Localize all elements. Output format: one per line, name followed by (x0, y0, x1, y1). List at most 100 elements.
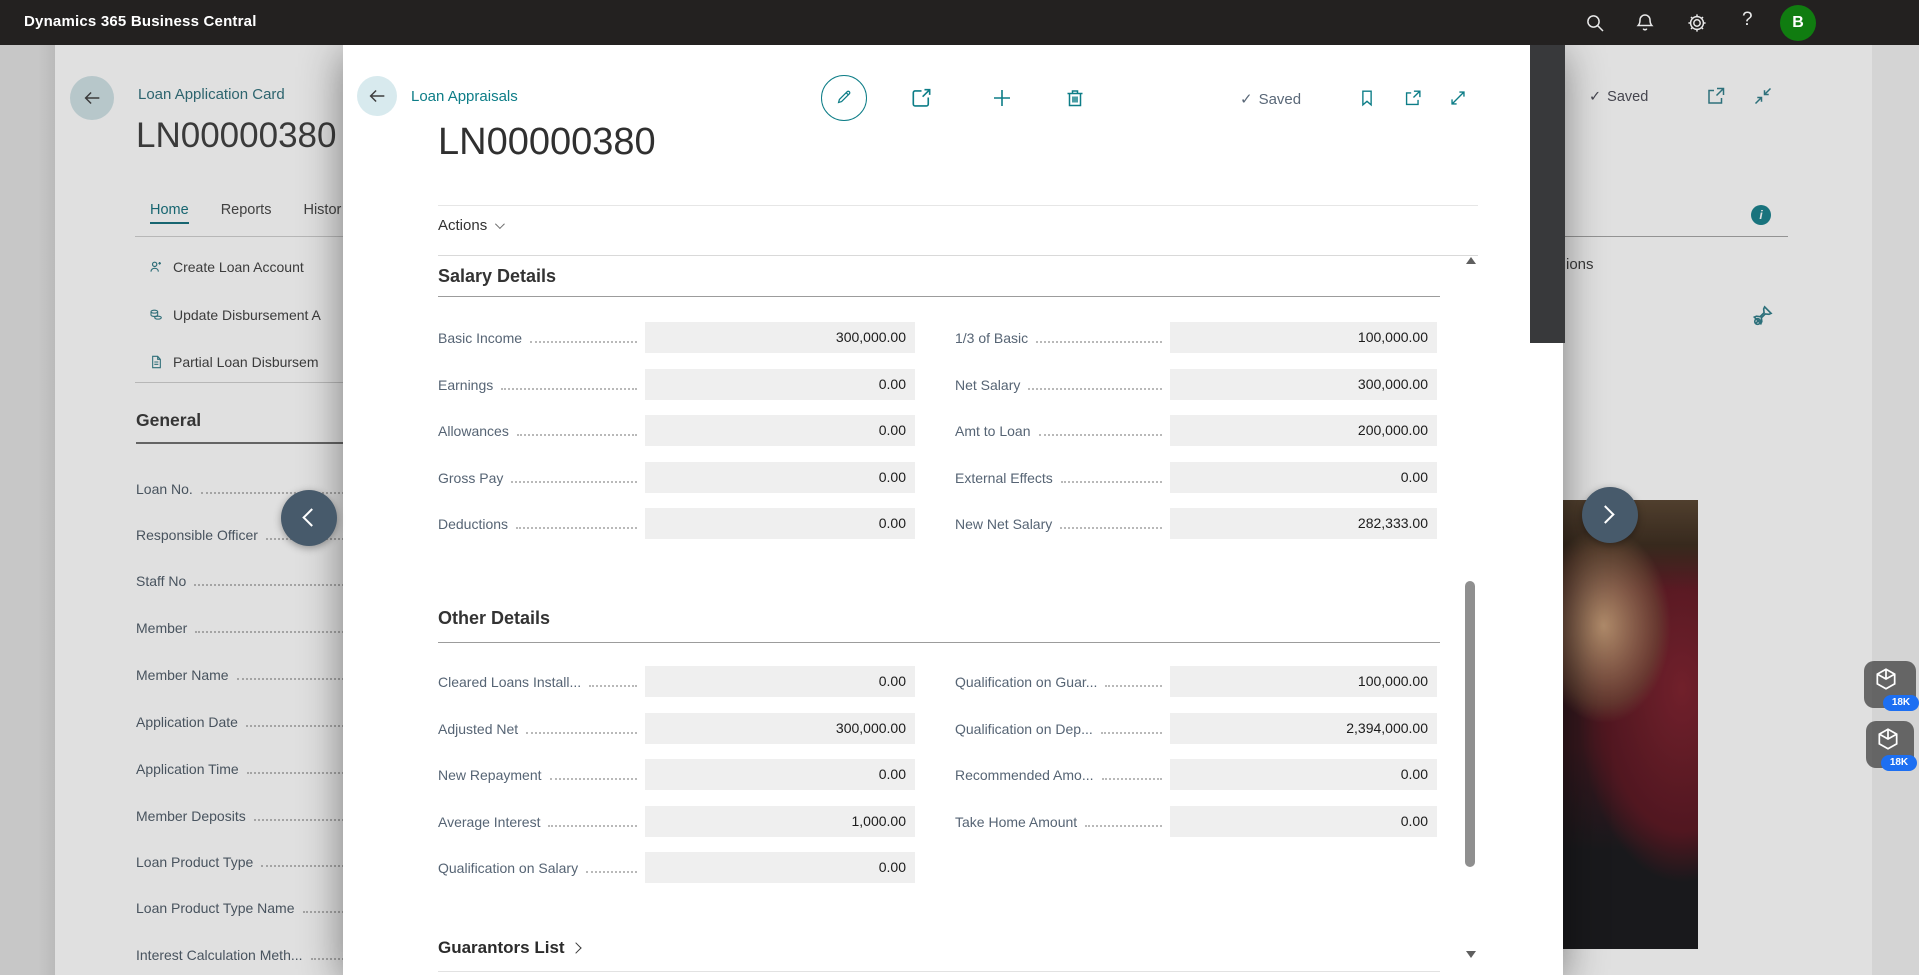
delete-trash-icon[interactable] (1063, 86, 1087, 115)
open-in-window-icon[interactable] (1402, 87, 1424, 114)
field-value[interactable]: 2,394,000.00 (1170, 713, 1437, 744)
tab-history[interactable]: Histor (303, 202, 342, 218)
divider (438, 971, 1440, 972)
menu-item-label: Partial Loan Disbursem (173, 354, 319, 370)
notifications-bell-icon[interactable] (1633, 11, 1657, 35)
menu-item-label: Update Disbursement A (173, 307, 321, 323)
share-icon[interactable] (908, 85, 934, 116)
next-record-button[interactable] (1582, 487, 1638, 543)
page-left-margin (0, 45, 55, 975)
section-title-salary-details[interactable]: Salary Details (438, 266, 557, 286)
field-row: Average Interest 1,000.00 (438, 806, 915, 837)
user-avatar[interactable]: B (1780, 5, 1816, 41)
scroll-down-arrow[interactable] (1466, 951, 1476, 958)
field-value[interactable]: 1,000.00 (645, 806, 915, 837)
tab-reports[interactable]: Reports (220, 202, 272, 218)
pin-icon[interactable] (1750, 302, 1776, 333)
field-row: Loan Product Type (136, 847, 416, 877)
field-value[interactable]: 200,000.00 (1170, 415, 1437, 446)
help-icon[interactable]: ? (1742, 9, 1753, 30)
dot-leader (246, 772, 408, 774)
field-value[interactable]: 0.00 (1170, 759, 1437, 790)
chevron-left-icon (302, 508, 321, 527)
dot-leader (548, 824, 637, 827)
general-section-title[interactable]: General (136, 410, 202, 430)
back-button[interactable] (70, 76, 114, 120)
chat-widget-button[interactable]: 18K (1866, 721, 1917, 771)
field-value[interactable]: 300,000.00 (645, 713, 915, 744)
back-button[interactable] (357, 76, 397, 116)
field-row: New Repayment 0.00 (438, 759, 915, 790)
dialog-page-title: Loan Appraisals (411, 88, 518, 105)
field-row: Application Time (136, 754, 416, 784)
cube-box-icon (1876, 668, 1896, 690)
field-value[interactable]: 0.00 (645, 852, 915, 883)
loan-appraisals-dialog: Loan Appraisals ✓ Saved (343, 45, 1563, 975)
edit-button[interactable] (821, 75, 867, 121)
settings-gear-icon[interactable] (1685, 11, 1709, 35)
dot-leader (261, 865, 408, 867)
field-row: Adjusted Net 300,000.00 (438, 713, 915, 744)
dot-leader (501, 387, 637, 390)
search-icon[interactable] (1583, 11, 1607, 35)
dot-leader (526, 731, 637, 734)
collapse-icon[interactable] (1751, 84, 1775, 113)
dot-leader (516, 433, 637, 436)
field-row: Qualification on Dep... 2,394,000.00 (955, 713, 1437, 744)
chat-widget-button[interactable]: 18K (1864, 661, 1919, 711)
field-row: Recommended Amo... 0.00 (955, 759, 1437, 790)
dot-leader (549, 777, 637, 780)
field-value[interactable]: 0.00 (645, 759, 915, 790)
action-update-disbursement[interactable]: Update Disbursement A (148, 305, 321, 325)
save-status-indicator: ✓ Saved (1240, 90, 1302, 109)
open-in-window-icon[interactable] (1704, 84, 1728, 113)
top-bar: Dynamics 365 Business Central ? B (0, 0, 1919, 45)
back-arrow-icon (369, 89, 385, 103)
dot-leader (589, 684, 637, 687)
dark-overlay-strip (1530, 45, 1565, 343)
field-value[interactable]: 300,000.00 (645, 322, 915, 353)
guarantors-list-link[interactable]: Guarantors List (438, 938, 582, 958)
info-icon[interactable]: i (1751, 205, 1771, 225)
field-value[interactable]: 100,000.00 (1170, 322, 1437, 353)
section-title-other-details[interactable]: Other Details (438, 608, 551, 628)
check-icon: ✓ (1589, 89, 1602, 105)
dot-leader (1036, 340, 1162, 343)
field-value[interactable]: 300,000.00 (1170, 369, 1437, 400)
dot-leader (1101, 777, 1162, 780)
field-row: External Effects 0.00 (955, 462, 1437, 493)
bookmark-icon[interactable] (1356, 87, 1378, 114)
member-photo (1563, 500, 1698, 949)
section-underline (438, 642, 1440, 643)
field-value[interactable]: 0.00 (1170, 806, 1437, 837)
field-value[interactable]: 100,000.00 (1170, 666, 1437, 697)
actions-menu-button[interactable]: Actions (438, 217, 506, 234)
document-icon (152, 355, 161, 369)
field-value[interactable]: 0.00 (645, 415, 915, 446)
expand-fullscreen-icon[interactable] (1447, 87, 1469, 114)
dot-leader (586, 870, 637, 873)
section-underline (136, 442, 400, 444)
action-create-loan-account[interactable]: Create Loan Account (148, 257, 304, 277)
divider (438, 205, 1478, 206)
new-record-plus-icon[interactable] (990, 86, 1014, 115)
field-value[interactable]: 0.00 (645, 369, 915, 400)
previous-record-button[interactable] (281, 490, 337, 546)
dot-leader (236, 678, 408, 680)
scrollbar-thumb[interactable] (1465, 581, 1475, 867)
field-value[interactable]: 0.00 (645, 666, 915, 697)
field-row: Earnings 0.00 (438, 369, 915, 400)
field-row: Member (136, 613, 416, 643)
field-row: Net Salary 300,000.00 (955, 369, 1437, 400)
divider (135, 236, 400, 237)
field-row: Qualification on Guar... 100,000.00 (955, 666, 1437, 697)
scroll-up-arrow[interactable] (1466, 257, 1476, 264)
field-value[interactable]: 282,333.00 (1170, 508, 1437, 539)
field-row: 1/3 of Basic 100,000.00 (955, 322, 1437, 353)
tab-home[interactable]: Home (150, 202, 189, 224)
field-value[interactable]: 0.00 (1170, 462, 1437, 493)
action-partial-loan-disbursement[interactable]: Partial Loan Disbursem (148, 352, 319, 372)
field-value[interactable]: 0.00 (645, 462, 915, 493)
field-value[interactable]: 0.00 (645, 508, 915, 539)
